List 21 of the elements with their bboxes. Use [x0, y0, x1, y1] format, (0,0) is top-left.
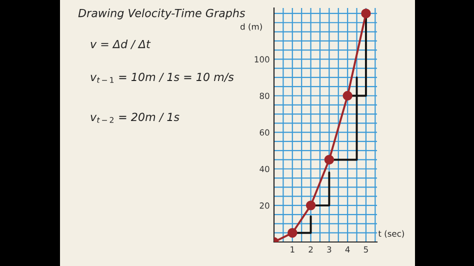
- y-tick-label: 40: [260, 166, 270, 172]
- y-axis-title: d (m): [240, 23, 262, 31]
- y-tick-label: 80: [260, 92, 270, 100]
- point: [342, 90, 352, 101]
- y-tick-label: 100: [254, 56, 270, 62]
- x-axis-title: t (sec): [378, 230, 404, 238]
- text: Drawing Velocity-Time Graphs: [78, 8, 246, 20]
- text: v = Δd / Δt: [90, 40, 151, 50]
- text: v$_{t−2}$ = 20m / 1s: [90, 112, 180, 123]
- point: [288, 228, 298, 238]
- x-tick-label: 3: [327, 246, 332, 253]
- x-tick-label: 1: [290, 246, 294, 252]
- y-tick-label: 20: [260, 202, 270, 209]
- y-tick-label: 60: [260, 129, 270, 136]
- x-tick-label: 2: [308, 246, 313, 252]
- point: [361, 8, 371, 18]
- x-tick-label: 5: [364, 246, 368, 253]
- point: [306, 200, 316, 210]
- point: [324, 154, 334, 165]
- x-tick-label: 4: [345, 246, 350, 252]
- text: v$_{t−1}$ = 10m / 1s = 10 m/s: [90, 72, 234, 83]
